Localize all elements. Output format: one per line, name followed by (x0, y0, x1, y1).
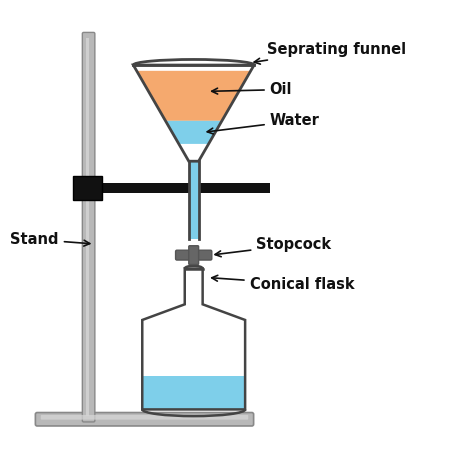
Polygon shape (166, 121, 222, 144)
FancyBboxPatch shape (176, 250, 212, 260)
Text: Water: Water (207, 113, 320, 134)
Bar (189, 161, 198, 240)
Polygon shape (137, 71, 251, 121)
Polygon shape (142, 376, 245, 409)
FancyBboxPatch shape (41, 415, 248, 420)
Text: Conical flask: Conical flask (212, 275, 354, 292)
Bar (86, 38, 89, 416)
FancyBboxPatch shape (36, 413, 254, 426)
Text: Seprating funnel: Seprating funnel (254, 42, 407, 64)
Bar (84, 183, 270, 193)
FancyBboxPatch shape (82, 32, 95, 422)
Text: Oil: Oil (212, 82, 292, 97)
Bar (73, 176, 102, 200)
Text: Stand: Stand (10, 232, 90, 247)
FancyBboxPatch shape (189, 246, 198, 265)
Text: Stopcock: Stopcock (215, 237, 332, 257)
